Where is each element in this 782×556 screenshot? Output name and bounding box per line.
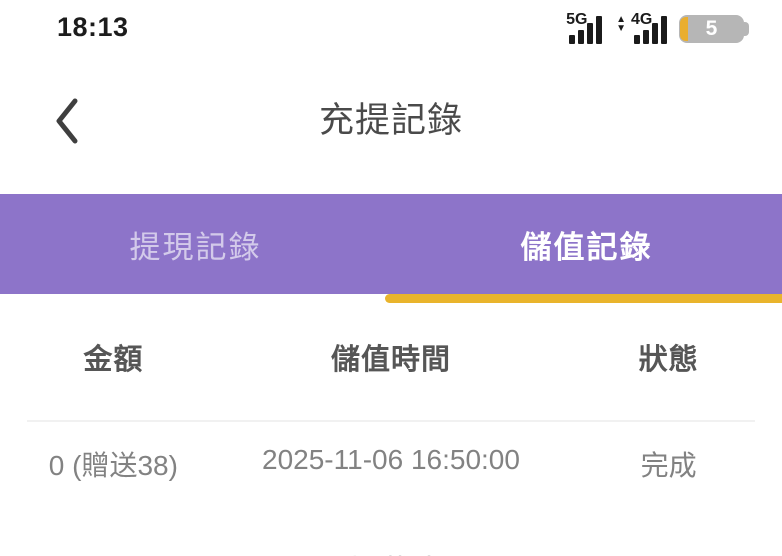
tab-withdrawal-records[interactable]: 提現記錄 xyxy=(0,194,391,294)
column-header-status: 狀態 xyxy=(638,344,699,376)
cell-status: 完成 xyxy=(640,450,697,481)
back-button[interactable] xyxy=(55,97,89,145)
column-header-amount: 金額 xyxy=(83,344,144,376)
battery-percentage: 5 xyxy=(705,17,718,40)
status-icons: 5G ▲ ▼ 4G 5 xyxy=(566,11,749,44)
signal-5g-icon: 5G xyxy=(566,11,603,44)
battery-icon: 5 xyxy=(679,15,749,43)
table-row: 0 (贈送38) 2025-11-06 16:50:00 完成 xyxy=(0,422,782,506)
chevron-left-icon xyxy=(56,98,78,144)
row-divider xyxy=(27,420,755,422)
loading-indicator: 加載中... xyxy=(0,546,782,556)
data-updown-arrows-icon: ▲ ▼ xyxy=(616,14,626,34)
active-tab-indicator xyxy=(385,294,782,303)
signal-5g-label: 5G xyxy=(566,11,588,28)
page-header: 充提記錄 xyxy=(0,84,782,158)
table-header-row: 金額 儲值時間 狀態 xyxy=(0,336,782,378)
status-time: 18:13 xyxy=(57,12,129,42)
signal-4g-label: 4G xyxy=(631,11,653,28)
tab-deposit-label: 儲值記錄 xyxy=(520,229,653,265)
tab-bar: 提現記錄 儲值記錄 xyxy=(0,194,782,303)
page-title: 充提記錄 xyxy=(318,101,463,140)
cell-time: 2025-11-06 16:50:00 xyxy=(262,444,520,475)
battery-charge-level xyxy=(680,17,688,41)
signal-4g-icon: 4G xyxy=(631,11,667,44)
column-header-time: 儲值時間 xyxy=(330,344,451,376)
status-bar: 18:13 5G ▲ ▼ 4G 5 xyxy=(0,0,782,58)
tab-withdrawal-label: 提現記錄 xyxy=(129,229,262,265)
loading-text: 加載中... xyxy=(348,546,479,556)
tab-deposit-records[interactable]: 儲值記錄 xyxy=(391,194,782,294)
cell-amount: 0 (贈送38) xyxy=(48,450,178,481)
